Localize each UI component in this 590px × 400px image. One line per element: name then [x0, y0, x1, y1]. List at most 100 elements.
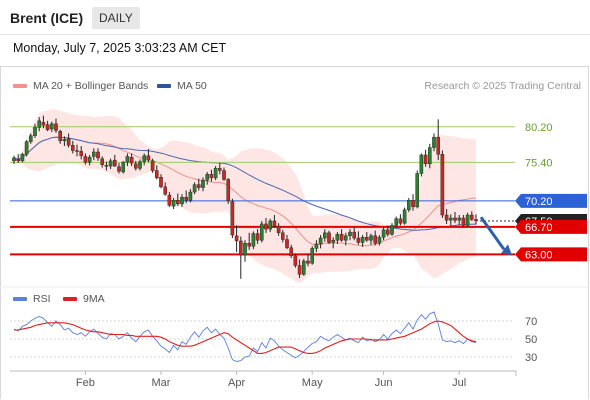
legend-9ma-swatch: [63, 297, 77, 302]
candle-body: [407, 199, 411, 211]
timestamp: Monday, July 7, 2025 3:03:23 AM CET: [13, 41, 227, 55]
candle-body: [327, 232, 331, 243]
candle-body: [45, 124, 50, 130]
candle: [133, 160, 138, 171]
header-divider: [0, 34, 590, 35]
candle: [196, 178, 201, 191]
candle: [272, 215, 277, 228]
candle-body: [108, 160, 113, 167]
candle: [121, 160, 125, 174]
candle: [306, 253, 310, 267]
candle-body: [33, 127, 37, 136]
candle-body: [234, 235, 239, 242]
candle: [453, 212, 457, 224]
candle: [335, 232, 340, 244]
candle: [180, 194, 184, 207]
candle: [419, 153, 424, 177]
candle-body: [83, 156, 88, 163]
candle-body: [276, 225, 281, 234]
candle: [175, 193, 180, 207]
candle: [440, 150, 445, 218]
candle: [297, 259, 302, 279]
credit-text: Research © 2025 Trading Central: [424, 80, 581, 92]
candle-body: [264, 223, 268, 230]
price-badge-label: 66.70: [525, 222, 553, 234]
candle: [423, 149, 428, 167]
candle-body: [117, 166, 121, 172]
ma50-line: [13, 136, 477, 231]
legend-ma20-swatch: [13, 84, 27, 89]
candle: [159, 174, 163, 189]
x-tick-Apr: Apr: [228, 377, 245, 389]
candle-body: [373, 235, 378, 244]
candle-body: [386, 229, 390, 235]
candle: [314, 240, 319, 253]
candle: [318, 235, 323, 249]
candle: [474, 214, 478, 225]
candle-body: [180, 197, 184, 205]
candle: [310, 246, 315, 265]
candle: [285, 235, 289, 250]
interval-button[interactable]: DAILY: [92, 7, 140, 29]
candle-body: [352, 231, 357, 239]
legend-ma20-label: MA 20 + Bollinger Bands: [33, 80, 149, 92]
candle: [188, 189, 193, 203]
candle: [171, 197, 176, 210]
candle-body: [390, 225, 394, 235]
candle: [331, 237, 336, 249]
candle: [369, 233, 373, 245]
candle: [138, 159, 142, 171]
candle-body: [24, 141, 29, 155]
candle-body: [428, 147, 432, 165]
candle-body: [402, 209, 407, 224]
candle-body: [474, 219, 478, 222]
candle-body: [377, 237, 382, 244]
candle-body: [58, 131, 62, 142]
candle: [163, 182, 168, 196]
candle: [104, 161, 109, 171]
candle-body: [461, 217, 466, 226]
candle-body: [150, 160, 155, 171]
candle-body: [440, 154, 445, 216]
candle-body: [196, 184, 201, 188]
candle: [428, 143, 432, 169]
legend-rsi-swatch: [13, 297, 27, 302]
price-badge-63.00: 63.00: [515, 247, 587, 262]
candle: [75, 144, 79, 157]
candle-body: [100, 158, 104, 165]
candle: [327, 230, 331, 244]
candle-body: [75, 150, 79, 152]
candle-body: [209, 174, 214, 179]
candle-body: [146, 155, 151, 161]
candle-body: [344, 235, 348, 241]
candle-body: [66, 138, 71, 146]
candle: [129, 153, 134, 167]
candle: [268, 218, 273, 233]
candle-body: [129, 156, 134, 164]
candle: [344, 232, 348, 246]
candle-body: [285, 239, 289, 248]
candle-body: [432, 136, 436, 148]
candle: [302, 258, 306, 276]
candle: [96, 148, 100, 161]
candle-body: [184, 197, 189, 201]
candle-body: [205, 174, 210, 181]
price-badge-label: 63.00: [525, 249, 553, 261]
rsi-tick-70: 70: [525, 316, 537, 328]
candle-body: [318, 237, 323, 245]
candle: [91, 148, 96, 161]
candle-body: [159, 176, 163, 188]
candle: [365, 232, 369, 242]
candle-body: [381, 229, 386, 238]
candle: [356, 231, 361, 245]
candle: [360, 235, 365, 247]
price-badge-bg: [515, 193, 587, 208]
candle: [70, 140, 75, 154]
rsi-tick-50: 50: [525, 334, 537, 346]
candle: [167, 192, 172, 207]
rsi-tick-30: 30: [525, 352, 537, 364]
candle: [20, 152, 25, 163]
candle: [323, 229, 327, 242]
candle-body: [243, 243, 247, 256]
